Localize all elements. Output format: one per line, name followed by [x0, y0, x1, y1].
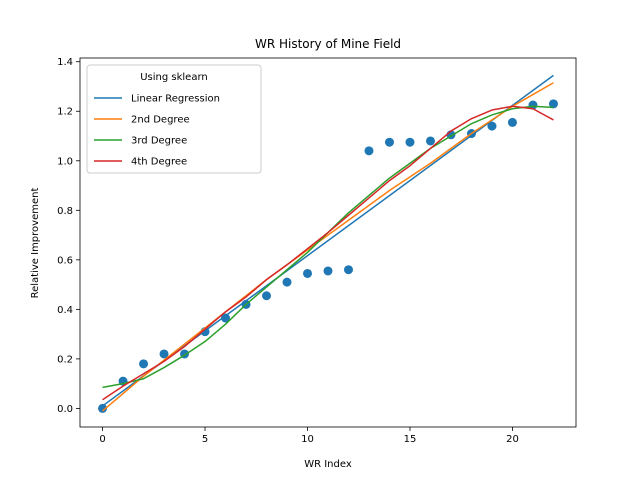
- y-tick-label: 0.4: [57, 305, 73, 316]
- x-axis: 0 5 10 15 20: [99, 427, 519, 445]
- plot-area: [98, 74, 558, 413]
- data-point: [323, 266, 333, 276]
- series-line-4: [102, 105, 554, 401]
- y-tick-label: 0.6: [57, 255, 73, 266]
- x-axis-label: WR Index: [304, 459, 352, 470]
- data-point: [364, 146, 374, 156]
- y-tick-label: 1.0: [57, 156, 73, 167]
- data-point: [507, 117, 517, 127]
- data-point: [384, 137, 394, 147]
- y-axis: 0.0 0.2 0.4 0.6 0.8 1.0 1.2 1.4: [57, 57, 80, 415]
- data-point: [98, 403, 108, 413]
- data-point: [159, 349, 169, 359]
- data-point: [221, 313, 231, 323]
- data-point: [343, 265, 353, 275]
- plot-marks: [98, 74, 558, 413]
- legend-label: 4th Degree: [131, 157, 187, 168]
- legend-label: Linear Regression: [131, 94, 220, 105]
- x-tick-label: 15: [404, 434, 417, 445]
- legend-box: [86, 64, 262, 174]
- x-tick-label: 20: [506, 434, 519, 445]
- y-tick-label: 0.2: [57, 354, 73, 365]
- data-point: [262, 291, 272, 301]
- data-point: [487, 121, 497, 131]
- data-point: [139, 359, 149, 369]
- legend-label: 3rd Degree: [131, 136, 187, 147]
- y-tick-label: 0.8: [57, 206, 73, 217]
- data-point: [405, 137, 415, 147]
- data-point: [303, 268, 313, 278]
- data-point: [282, 277, 292, 287]
- y-tick-label: 1.4: [57, 57, 73, 68]
- y-tick-label: 1.2: [57, 107, 73, 118]
- legend: Using sklearn Linear Regression 2nd Degre…: [86, 64, 262, 174]
- legend-entries: Linear Regression 2nd Degree 3rd Degree 4th…: [94, 94, 220, 168]
- y-axis-label: Relative Improvement: [30, 188, 41, 299]
- legend-title: Using sklearn: [140, 72, 208, 83]
- data-point: [425, 136, 435, 146]
- y-tick-label: 0.0: [57, 404, 73, 415]
- chart-title: WR History of Mine Field: [255, 37, 401, 51]
- x-tick-label: 0: [99, 434, 105, 445]
- data-point: [548, 99, 558, 109]
- series-line-2: [102, 82, 554, 412]
- plot-frame: [79, 57, 577, 428]
- legend-label: 2nd Degree: [131, 115, 190, 126]
- x-tick-label: 5: [202, 434, 208, 445]
- x-tick-label: 10: [301, 434, 314, 445]
